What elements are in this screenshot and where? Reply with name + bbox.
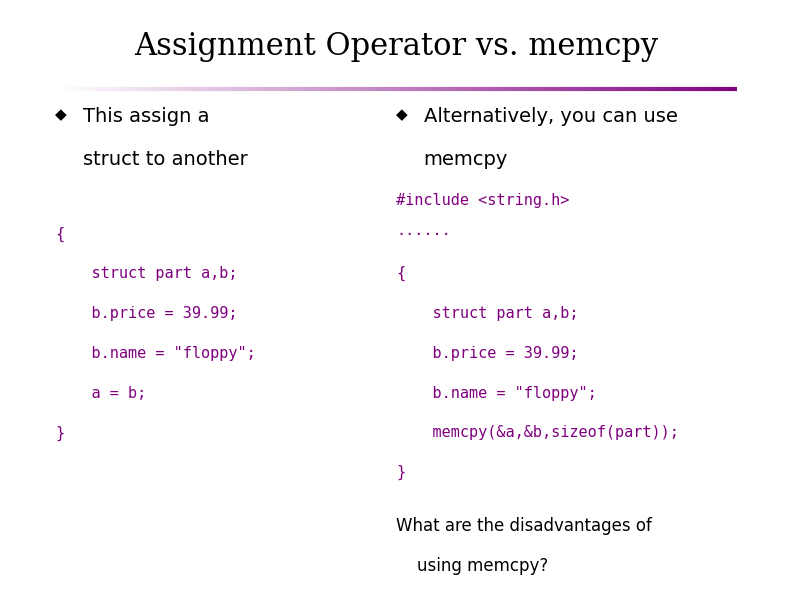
Text: Alternatively, you can use: Alternatively, you can use [424,107,678,126]
Text: What are the disadvantages of: What are the disadvantages of [396,517,652,535]
Text: Assignment Operator vs. memcpy: Assignment Operator vs. memcpy [134,31,658,62]
Text: struct part a,b;: struct part a,b; [55,266,238,282]
Text: ◆: ◆ [55,107,67,122]
Text: struct to another: struct to another [83,150,248,169]
Text: b.name = "floppy";: b.name = "floppy"; [55,346,256,361]
Text: }: } [55,425,65,441]
Text: {: { [396,266,406,282]
Text: }: } [396,465,406,480]
Text: ......: ...... [396,223,451,239]
Text: using memcpy?: using memcpy? [396,557,548,575]
Text: #include <string.h>: #include <string.h> [396,193,569,208]
Text: This assign a: This assign a [83,107,210,126]
Text: {: { [55,226,65,242]
Text: struct part a,b;: struct part a,b; [396,306,578,321]
Text: a = b;: a = b; [55,386,147,401]
Text: memcpy: memcpy [424,150,508,169]
Text: ◆: ◆ [396,107,408,122]
Text: b.price = 39.99;: b.price = 39.99; [396,346,578,361]
Text: b.price = 39.99;: b.price = 39.99; [55,306,238,321]
Text: b.name = "floppy";: b.name = "floppy"; [396,386,596,401]
Text: memcpy(&a,&b,sizeof(part));: memcpy(&a,&b,sizeof(part)); [396,425,679,441]
